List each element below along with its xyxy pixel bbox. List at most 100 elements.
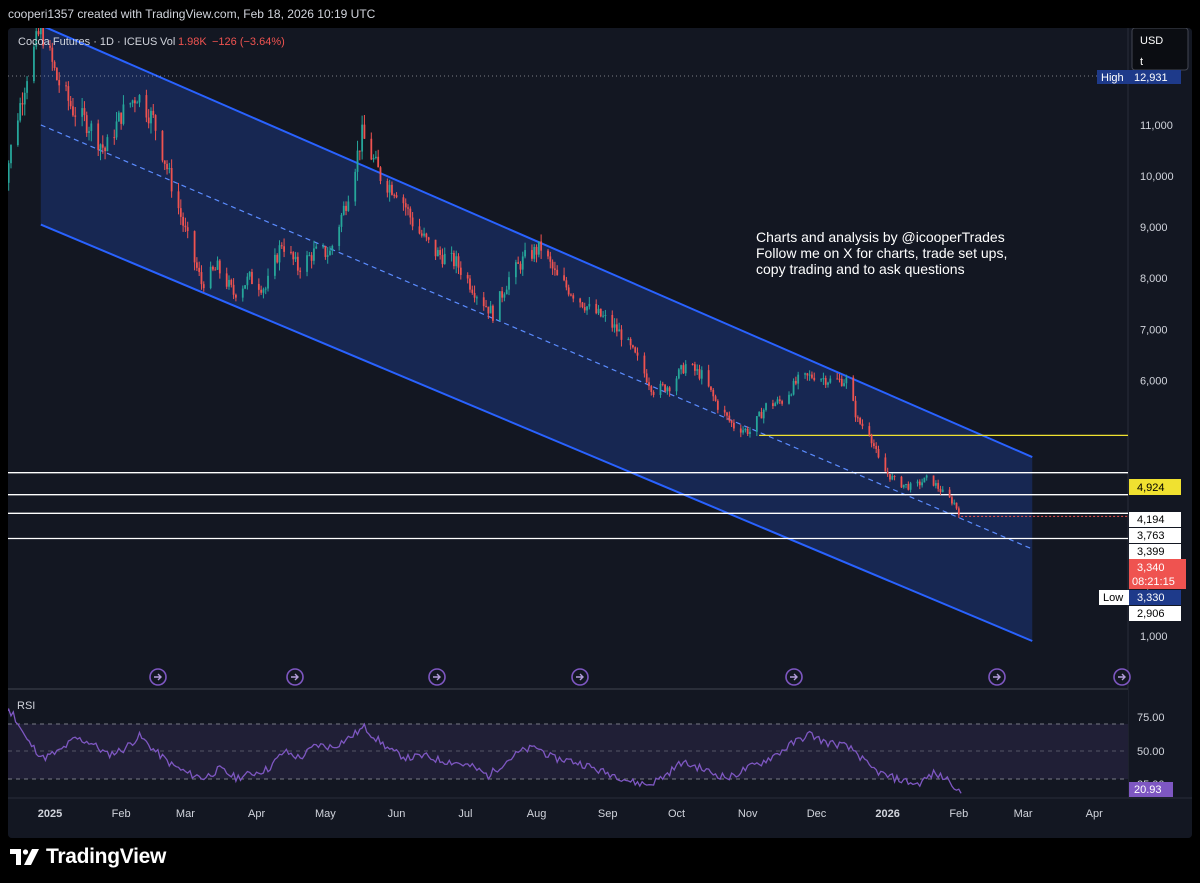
candle-body [790, 394, 793, 396]
candle-body [891, 476, 894, 480]
candle-body [604, 315, 607, 317]
event-marker-icon[interactable] [571, 668, 589, 686]
legend-vol-label: Vol [160, 36, 175, 48]
candle-body [742, 430, 744, 433]
candle-body [953, 502, 956, 504]
candle-body [179, 208, 182, 217]
candle-body [457, 256, 460, 268]
candle-body [338, 226, 341, 246]
candle-body [218, 260, 221, 274]
tradingview-brand[interactable]: TradingView [10, 845, 166, 869]
candle-body [283, 246, 285, 252]
event-marker-icon[interactable] [149, 668, 167, 686]
channel-lower-line[interactable] [40, 223, 1033, 642]
candle-body [618, 329, 621, 332]
annotation-line-1[interactable]: Charts and analysis by @icooperTrades [756, 229, 1005, 245]
candle-body [232, 284, 235, 295]
event-marker-icon[interactable] [785, 668, 803, 686]
candle-body [8, 163, 10, 183]
time-tick-label: 2026 [875, 808, 899, 820]
candle-body [42, 28, 45, 46]
candle-body [404, 203, 407, 208]
candle-body [567, 287, 570, 295]
candle-body [88, 131, 90, 134]
white-level-value-1: 4,194 [1137, 514, 1165, 526]
event-marker-icon[interactable] [1113, 668, 1131, 686]
candle-body [267, 275, 269, 289]
candle-body [315, 246, 318, 249]
candle-body [739, 428, 742, 433]
candle-body [19, 103, 22, 121]
candle-body [200, 272, 203, 285]
event-marker-icon[interactable] [286, 668, 304, 686]
candle-body [712, 389, 715, 397]
candle-body [505, 289, 508, 295]
candle-body [648, 382, 650, 387]
candle-body [531, 250, 533, 259]
candle-body [372, 158, 375, 160]
current-price-value: 3,340 [1137, 562, 1165, 574]
candle-body [932, 475, 935, 486]
candle-body [806, 373, 809, 376]
candle-body [730, 420, 733, 423]
candle-body [886, 471, 889, 475]
candle-body [418, 226, 421, 234]
candle-body [822, 378, 825, 380]
rsi-label[interactable]: RSI [17, 700, 35, 712]
candle-body [101, 144, 104, 148]
candle-body [696, 369, 699, 371]
candle-body [760, 411, 763, 419]
candle-body [498, 291, 501, 321]
candle-body [774, 403, 777, 407]
event-marker-icon[interactable] [428, 668, 446, 686]
candle-body [90, 123, 93, 132]
annotation-line-2[interactable]: Follow me on X for charts, trade set ups… [756, 245, 1007, 261]
candle-body [540, 241, 543, 251]
chart-panel[interactable]: Cocoa Futures · 1D · ICEUS Vol 1.98K −12… [8, 28, 1192, 838]
candle-body [615, 324, 618, 332]
candle-body [228, 279, 230, 287]
candle-body [427, 237, 430, 240]
rsi-pane-background [8, 690, 1128, 798]
white-level-value-3: 3,399 [1137, 546, 1165, 558]
time-tick-label: Apr [248, 808, 265, 820]
candle-body [535, 246, 538, 255]
candle-body [781, 401, 784, 404]
candle-body [700, 370, 703, 379]
top-caption-bar: cooperi1357 created with TradingView.com… [0, 0, 1200, 28]
legend-symbol[interactable]: Cocoa Futures · 1D · ICEUS [18, 36, 157, 48]
candle-body [138, 95, 141, 103]
annotation-line-3[interactable]: copy trading and to ask questions [756, 261, 965, 277]
candle-body [877, 449, 880, 458]
candle-body [370, 138, 373, 160]
channel-upper-line[interactable] [41, 28, 1033, 458]
candle-body [508, 277, 510, 290]
candle-body [386, 180, 389, 193]
candle-body [762, 409, 765, 419]
candle-body [436, 250, 439, 257]
event-markers [149, 668, 1131, 686]
candle-body [485, 306, 487, 308]
candle-body [340, 214, 343, 227]
candle-body [26, 81, 28, 93]
candle-body [794, 380, 797, 384]
rsi-line[interactable] [8, 706, 962, 794]
candle-body [749, 431, 751, 434]
candle-body [402, 197, 405, 204]
event-marker-icon[interactable] [988, 668, 1006, 686]
candle-body [423, 233, 425, 236]
candle-body [873, 443, 875, 447]
price-tick-label: 6,000 [1140, 375, 1168, 387]
candle-body [951, 497, 953, 504]
candle-body [556, 269, 559, 276]
bottom-level-badge: 2,906 [1129, 606, 1181, 621]
candle-body [845, 377, 848, 384]
candle-body [39, 28, 42, 35]
candle-body [652, 391, 655, 395]
candle-body [361, 124, 364, 152]
candle-body [145, 95, 148, 118]
candle-body [482, 297, 485, 307]
candle-body [115, 121, 118, 138]
chart-canvas[interactable]: Cocoa Futures · 1D · ICEUS Vol 1.98K −12… [8, 28, 1192, 838]
currency-unit: t [1140, 56, 1143, 68]
